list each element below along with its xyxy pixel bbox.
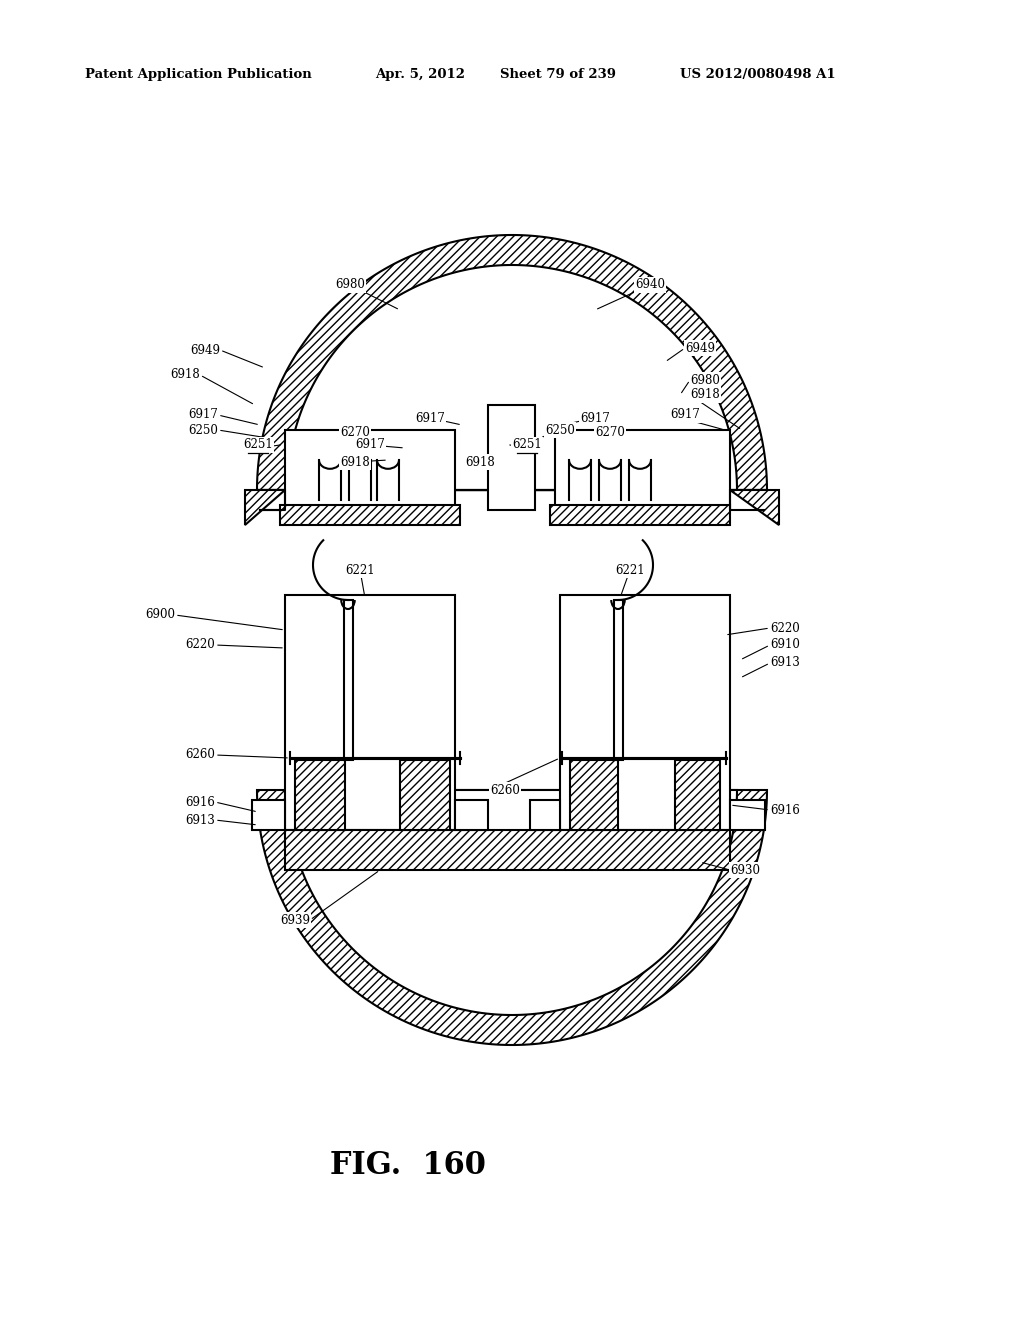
Text: 6220: 6220 [185, 639, 215, 652]
Text: 6910: 6910 [770, 639, 800, 652]
Polygon shape [455, 800, 488, 830]
Text: US 2012/0080498 A1: US 2012/0080498 A1 [680, 69, 836, 81]
Text: 6250: 6250 [188, 424, 218, 437]
Bar [550, 506, 730, 525]
Bar [570, 760, 618, 830]
Text: 6917: 6917 [580, 412, 610, 425]
Polygon shape [287, 265, 737, 490]
Text: 6251: 6251 [243, 438, 272, 451]
Text: 6220: 6220 [770, 622, 800, 635]
Bar [613, 601, 623, 760]
Bar [280, 506, 460, 525]
Bar [560, 595, 730, 830]
Polygon shape [530, 800, 560, 830]
Text: 6916: 6916 [770, 804, 800, 817]
Polygon shape [287, 789, 737, 1015]
Bar [675, 760, 720, 830]
Bar [285, 595, 455, 830]
Text: 6918: 6918 [340, 455, 370, 469]
Text: 6980: 6980 [335, 279, 365, 292]
Bar [488, 405, 535, 510]
Text: 6918: 6918 [170, 368, 200, 381]
Text: 6260: 6260 [490, 784, 520, 796]
Bar [400, 760, 450, 830]
Text: 6250: 6250 [545, 424, 574, 437]
Text: 6917: 6917 [670, 408, 699, 421]
Polygon shape [730, 490, 779, 525]
Text: 6251: 6251 [512, 438, 542, 451]
Text: 6917: 6917 [188, 408, 218, 421]
Polygon shape [257, 235, 767, 490]
Text: Sheet 79 of 239: Sheet 79 of 239 [500, 69, 616, 81]
Polygon shape [245, 490, 285, 525]
Text: Apr. 5, 2012: Apr. 5, 2012 [375, 69, 465, 81]
Text: 6270: 6270 [595, 426, 625, 440]
Text: 6980: 6980 [690, 374, 720, 387]
Text: 6949: 6949 [685, 342, 715, 355]
Text: 6913: 6913 [770, 656, 800, 669]
Text: FIG.  160: FIG. 160 [330, 1150, 485, 1181]
Text: 6939: 6939 [280, 913, 310, 927]
Text: 6900: 6900 [145, 609, 175, 622]
Bar [343, 601, 352, 760]
Text: 6221: 6221 [615, 564, 645, 577]
Text: 6930: 6930 [730, 863, 760, 876]
Text: 6917: 6917 [415, 412, 445, 425]
Bar [285, 430, 455, 510]
Bar [285, 830, 730, 870]
Bar [295, 760, 345, 830]
Polygon shape [252, 800, 285, 830]
Text: 6917: 6917 [355, 438, 385, 451]
Text: 6949: 6949 [190, 343, 220, 356]
Text: 6916: 6916 [185, 796, 215, 808]
Text: 6270: 6270 [340, 426, 370, 440]
Bar [555, 430, 730, 510]
Text: 6221: 6221 [345, 564, 375, 577]
Text: 6260: 6260 [185, 748, 215, 762]
Polygon shape [730, 800, 765, 830]
Text: 6918: 6918 [465, 455, 495, 469]
Polygon shape [257, 789, 767, 1045]
Text: 6918: 6918 [690, 388, 720, 401]
Text: 6913: 6913 [185, 813, 215, 826]
Text: 6940: 6940 [635, 279, 665, 292]
Text: Patent Application Publication: Patent Application Publication [85, 69, 311, 81]
